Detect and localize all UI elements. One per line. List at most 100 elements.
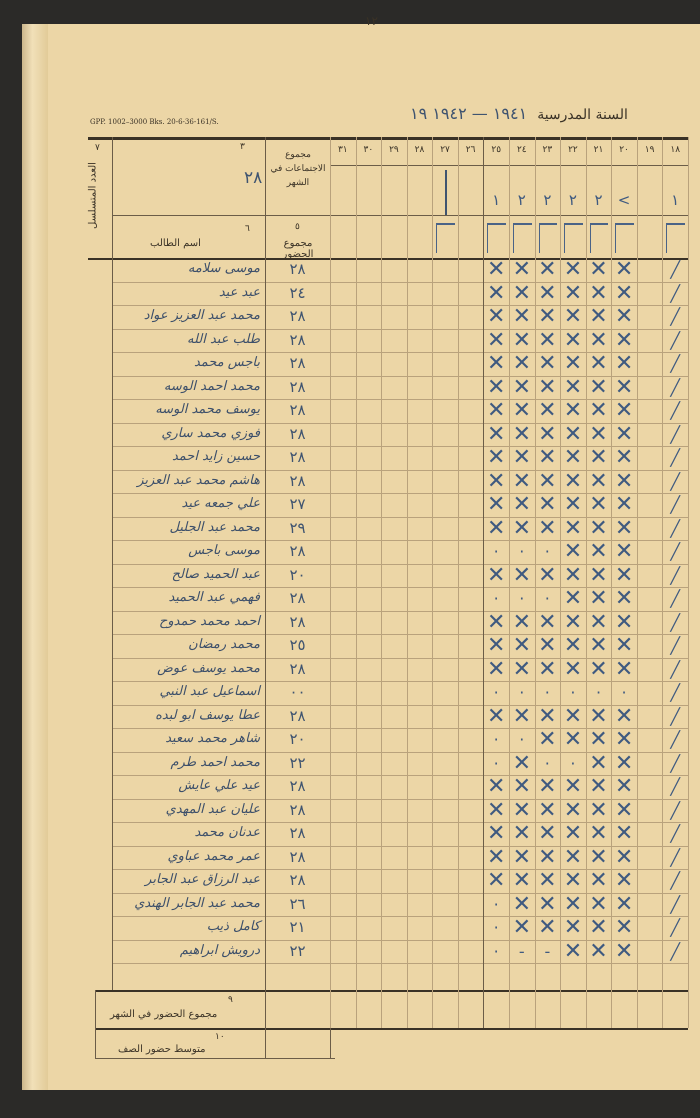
attendance-total: ٢٠ [289, 730, 306, 748]
student-name: علي جمعه عيد [181, 496, 260, 511]
present-x-mark: ✕ [589, 492, 608, 518]
absent-mark: · [519, 730, 525, 750]
page-number: ١٢ [365, 14, 378, 28]
present-x-mark: ✕ [614, 398, 634, 424]
row-rule [112, 634, 688, 635]
present-x-mark: ✕ [589, 915, 608, 941]
slash-mark: ╱ [670, 542, 681, 562]
day-name-handwritten [538, 223, 558, 253]
row-rule [112, 516, 688, 518]
serial-column-number: ٧ [95, 143, 100, 153]
day-number: ٢٦ [465, 145, 476, 155]
absent-mark: - [544, 941, 551, 961]
day-count: ٢ [568, 191, 577, 209]
student-name: عدنان محمد [194, 825, 260, 840]
attendance-total: ٢٨ [289, 542, 306, 560]
day-name-handwritten [615, 223, 634, 253]
slash-mark: ╱ [670, 636, 681, 656]
attendance-total: ٢٨ [289, 471, 306, 490]
present-x-mark: ✕ [563, 398, 583, 424]
present-x-mark: ✕ [589, 633, 608, 659]
student-name: درويش ابراهيم [179, 942, 260, 958]
present-x-mark: ✕ [563, 562, 583, 588]
present-x-mark: ✕ [512, 844, 531, 870]
absent-mark: · [493, 894, 499, 914]
present-x-mark: ✕ [589, 327, 608, 353]
name-column-label: اسم الطالب [150, 238, 201, 249]
attendance-total: ٢٨ [289, 424, 306, 443]
present-x-mark: ✕ [563, 915, 583, 941]
present-x-mark: ✕ [589, 280, 608, 306]
slash-mark: ╱ [670, 377, 681, 397]
attendance-total: ٢٨ [289, 307, 306, 325]
day-column-rule [560, 137, 562, 1028]
col3-number: ٣ [240, 142, 245, 152]
row-rule [112, 422, 688, 424]
present-x-mark: ✕ [486, 656, 506, 682]
attendance-total: ٢٨ [289, 377, 306, 396]
attendance-total: ٢٨ [289, 260, 306, 278]
day-count: ٢ [594, 191, 603, 209]
present-x-mark: ✕ [614, 351, 634, 377]
present-x-mark: ✕ [538, 374, 557, 400]
present-x-mark: ✕ [614, 750, 634, 776]
student-name: احمد محمد حمدوح [159, 613, 260, 629]
day-column-rule [611, 137, 613, 1028]
present-x-mark: ✕ [589, 891, 608, 917]
slash-mark: ╱ [670, 565, 681, 585]
row-rule [112, 681, 688, 682]
present-x-mark: ✕ [614, 327, 634, 353]
slash-mark: ╱ [670, 706, 681, 726]
absent-mark: · [544, 683, 550, 703]
student-name: محمد عبد الجابر الهندي [134, 895, 260, 911]
row-rule [112, 375, 688, 377]
student-name: كامل ذيب [206, 919, 260, 934]
present-x-mark: ✕ [589, 727, 608, 753]
register-page [22, 24, 700, 1090]
present-x-mark: ✕ [589, 468, 608, 494]
absent-mark: · [570, 683, 576, 703]
present-x-mark: ✕ [563, 257, 583, 283]
present-x-mark: ✕ [486, 374, 506, 400]
present-x-mark: ✕ [589, 868, 608, 894]
present-x-mark: ✕ [538, 421, 557, 447]
slash-mark: ╱ [670, 941, 681, 961]
student-name: محمد يوسف عوض [157, 660, 260, 676]
present-x-mark: ✕ [563, 586, 583, 612]
slash-mark: ╱ [670, 871, 681, 891]
present-x-mark: ✕ [486, 468, 506, 494]
day-27-arrow-mark [445, 170, 448, 215]
student-name: عبد الرزاق عبد الجابر [145, 872, 260, 887]
body-bottom-rule [95, 990, 688, 992]
present-x-mark: ✕ [486, 797, 506, 823]
row-rule [112, 916, 688, 917]
day-number: ٢٤ [516, 145, 527, 155]
day-count [356, 185, 382, 215]
present-x-mark: ✕ [512, 421, 531, 447]
present-x-mark: ✕ [486, 515, 506, 541]
present-x-mark: ✕ [538, 797, 557, 823]
day-name-handwritten [436, 223, 455, 253]
meetings-value: ٢٨ [244, 168, 263, 188]
slash-mark: ╱ [670, 777, 681, 797]
present-x-mark: ✕ [486, 398, 506, 424]
slash-mark: ╱ [670, 659, 681, 679]
present-x-mark: ✕ [614, 797, 634, 823]
present-x-mark: ✕ [538, 468, 557, 494]
absent-mark: · [595, 683, 602, 703]
present-x-mark: ✕ [512, 398, 531, 424]
present-x-mark: ✕ [614, 844, 634, 870]
present-x-mark: ✕ [486, 562, 506, 588]
present-x-mark: ✕ [486, 327, 506, 353]
student-name: حسين زايد احمد [171, 449, 260, 464]
footer-bottom-rule [95, 1058, 335, 1059]
present-x-mark: ✕ [614, 445, 634, 471]
present-x-mark: ✕ [563, 868, 583, 894]
absent-mark: · [519, 542, 525, 562]
print-code: GPP. 1002–3000 Bks. 20-6-36-161/S. [90, 118, 219, 126]
present-x-mark: ✕ [614, 727, 634, 753]
present-x-mark: ✕ [563, 374, 583, 400]
present-x-mark: ✕ [538, 257, 557, 283]
day-number: ١٨ [670, 145, 681, 155]
day-count [381, 185, 407, 215]
